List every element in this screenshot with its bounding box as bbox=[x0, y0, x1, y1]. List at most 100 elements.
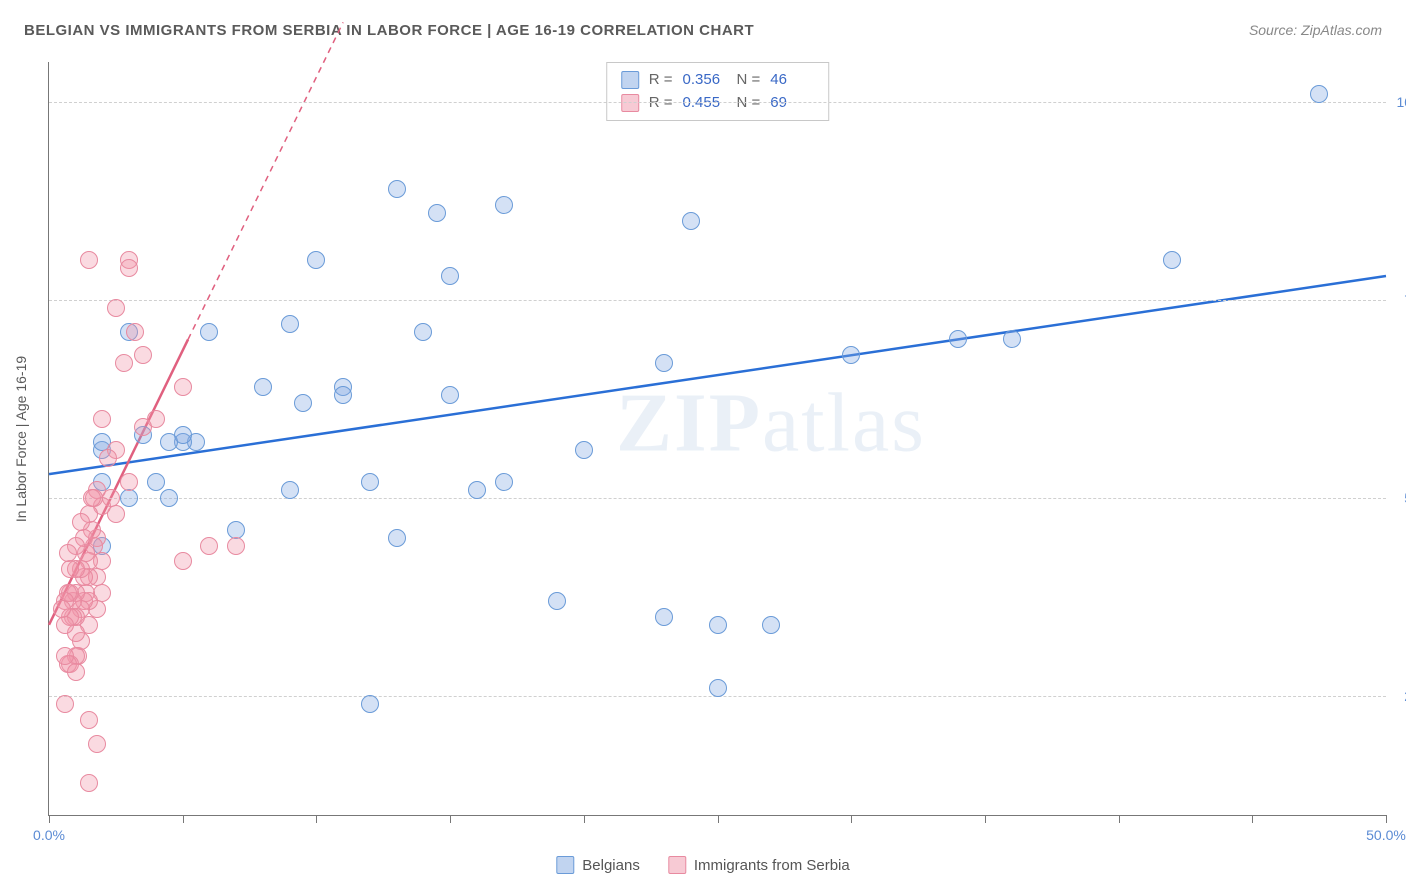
data-point bbox=[709, 679, 727, 697]
data-point bbox=[134, 418, 152, 436]
data-point bbox=[655, 354, 673, 372]
data-point bbox=[441, 267, 459, 285]
source-label: Source: ZipAtlas.com bbox=[1249, 22, 1382, 38]
data-point bbox=[334, 386, 352, 404]
data-point bbox=[120, 489, 138, 507]
data-point bbox=[361, 695, 379, 713]
data-point bbox=[441, 386, 459, 404]
x-tick bbox=[851, 815, 852, 823]
data-point bbox=[414, 323, 432, 341]
data-point bbox=[59, 544, 77, 562]
data-point bbox=[80, 774, 98, 792]
data-point bbox=[107, 299, 125, 317]
legend-swatch bbox=[621, 71, 639, 89]
trend-line-solid bbox=[49, 276, 1386, 474]
data-point bbox=[56, 695, 74, 713]
data-point bbox=[655, 608, 673, 626]
x-tick-label: 50.0% bbox=[1366, 827, 1406, 843]
x-tick bbox=[718, 815, 719, 823]
data-point bbox=[120, 259, 138, 277]
data-point bbox=[468, 481, 486, 499]
data-point bbox=[281, 315, 299, 333]
y-axis-title: In Labor Force | Age 16-19 bbox=[13, 355, 29, 521]
x-tick bbox=[1252, 815, 1253, 823]
data-point bbox=[72, 513, 90, 531]
data-point bbox=[428, 204, 446, 222]
stat-r-label: R = bbox=[649, 92, 673, 115]
data-point bbox=[53, 600, 71, 618]
data-point bbox=[120, 473, 138, 491]
x-tick bbox=[316, 815, 317, 823]
data-point bbox=[174, 552, 192, 570]
data-point bbox=[495, 473, 513, 491]
stats-row: R = 0.356 N = 46 bbox=[621, 69, 815, 92]
stat-n-label: N = bbox=[737, 69, 761, 92]
bottom-legend: Belgians Immigrants from Serbia bbox=[556, 856, 849, 874]
legend-label: Immigrants from Serbia bbox=[694, 857, 850, 874]
trend-line-dashed bbox=[188, 22, 343, 339]
data-point bbox=[160, 433, 178, 451]
plot-area: In Labor Force | Age 16-19 ZIPatlas R =0… bbox=[48, 62, 1386, 816]
x-tick bbox=[1386, 815, 1387, 823]
x-tick bbox=[49, 815, 50, 823]
data-point bbox=[80, 711, 98, 729]
data-point bbox=[99, 449, 117, 467]
stat-n-value: 69 bbox=[770, 92, 814, 115]
x-tick bbox=[183, 815, 184, 823]
data-point bbox=[388, 180, 406, 198]
stat-r-label: R = bbox=[649, 69, 673, 92]
stat-n-label: N = bbox=[737, 92, 761, 115]
data-point bbox=[134, 346, 152, 364]
data-point bbox=[160, 489, 178, 507]
trend-lines-layer bbox=[49, 62, 1386, 815]
data-point bbox=[1310, 85, 1328, 103]
legend-label: Belgians bbox=[582, 857, 640, 874]
legend-swatch bbox=[668, 856, 686, 874]
data-point bbox=[361, 473, 379, 491]
x-tick bbox=[584, 815, 585, 823]
data-point bbox=[1163, 251, 1181, 269]
x-tick bbox=[985, 815, 986, 823]
data-point bbox=[709, 616, 727, 634]
x-tick bbox=[450, 815, 451, 823]
data-point bbox=[227, 537, 245, 555]
stat-r-value: 0.455 bbox=[683, 92, 727, 115]
data-point bbox=[174, 378, 192, 396]
data-point bbox=[575, 441, 593, 459]
stat-n-value: 46 bbox=[770, 69, 814, 92]
data-point bbox=[67, 663, 85, 681]
legend-swatch bbox=[556, 856, 574, 874]
data-point bbox=[126, 323, 144, 341]
data-point bbox=[200, 537, 218, 555]
stats-row: R = 0.455 N = 69 bbox=[621, 92, 815, 115]
data-point bbox=[93, 410, 111, 428]
gridline-h bbox=[49, 300, 1386, 301]
chart-title: BELGIAN VS IMMIGRANTS FROM SERBIA IN LAB… bbox=[24, 22, 754, 39]
data-point bbox=[147, 473, 165, 491]
y-tick-label: 100.0% bbox=[1397, 94, 1406, 110]
x-tick-label: 0.0% bbox=[33, 827, 65, 843]
data-point bbox=[281, 481, 299, 499]
data-point bbox=[61, 560, 79, 578]
stats-legend-box: R = 0.356 N = 46 R = 0.455 N = 69 bbox=[606, 62, 830, 121]
data-point bbox=[56, 616, 74, 634]
data-point bbox=[254, 378, 272, 396]
stat-r-value: 0.356 bbox=[683, 69, 727, 92]
data-point bbox=[762, 616, 780, 634]
gridline-h bbox=[49, 498, 1386, 499]
data-point bbox=[115, 354, 133, 372]
data-point bbox=[682, 212, 700, 230]
trend-line-solid bbox=[49, 339, 188, 624]
gridline-h bbox=[49, 102, 1386, 103]
data-point bbox=[388, 529, 406, 547]
x-tick bbox=[1119, 815, 1120, 823]
data-point bbox=[88, 735, 106, 753]
data-point bbox=[949, 330, 967, 348]
data-point bbox=[495, 196, 513, 214]
data-point bbox=[1003, 330, 1021, 348]
data-point bbox=[294, 394, 312, 412]
legend-item: Immigrants from Serbia bbox=[668, 856, 850, 874]
data-point bbox=[842, 346, 860, 364]
data-point bbox=[80, 251, 98, 269]
legend-item: Belgians bbox=[556, 856, 640, 874]
